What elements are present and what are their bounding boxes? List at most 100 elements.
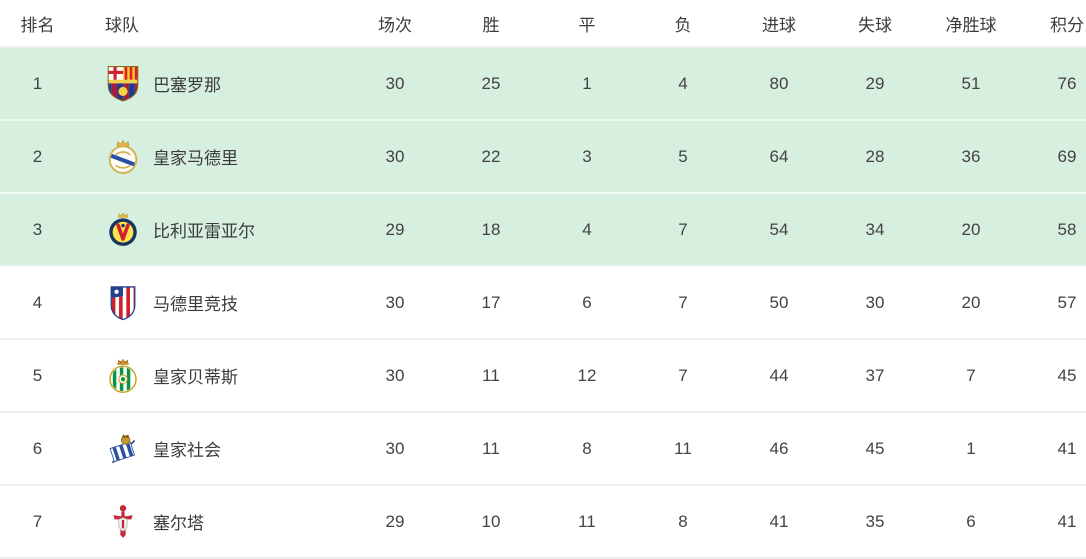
team-name: 皇家马德里 [153, 149, 238, 168]
column-header-rank: 排名 [0, 0, 75, 48]
draws-cell: 3 [539, 120, 635, 194]
draws-cell: 11 [539, 485, 635, 559]
goals-for-cell: 80 [731, 47, 827, 121]
goal-difference-cell: 51 [923, 47, 1019, 121]
header-row: 排名 球队 场次 胜 平 负 进球 失球 净胜球 积分 [0, 0, 1086, 48]
played-cell: 30 [347, 120, 443, 194]
wins-cell: 18 [443, 193, 539, 267]
team-name: 比利亚雷亚尔 [153, 222, 255, 241]
draws-cell: 8 [539, 412, 635, 486]
team-name: 巴塞罗那 [153, 76, 221, 95]
team-cell: 皇家马德里 [75, 138, 347, 176]
team-cell: 巴塞罗那 [75, 65, 347, 103]
celta-vigo-crest-icon [105, 503, 141, 541]
losses-cell: 4 [635, 47, 731, 121]
goals-against-cell: 37 [827, 339, 923, 413]
team-name: 塞尔塔 [153, 514, 204, 533]
column-header-team: 球队 [75, 0, 347, 48]
goals-for-cell: 50 [731, 266, 827, 340]
losses-cell: 11 [635, 412, 731, 486]
wins-cell: 17 [443, 266, 539, 340]
goals-for-cell: 46 [731, 412, 827, 486]
table-row-villarreal: 3 比利亚雷亚尔 [0, 193, 1086, 267]
column-header-points: 积分 [1019, 0, 1086, 48]
points-cell: 76 [1019, 47, 1086, 121]
points-cell: 58 [1019, 193, 1086, 267]
rank-cell: 7 [0, 485, 75, 559]
losses-cell: 5 [635, 120, 731, 194]
rank-cell: 1 [0, 47, 75, 121]
goal-difference-cell: 7 [923, 339, 1019, 413]
team-cell: 皇家贝蒂斯 [75, 357, 347, 395]
table-row-real-madrid: 2 [0, 120, 1086, 194]
goal-difference-cell: 20 [923, 193, 1019, 267]
real-betis-crest-icon [105, 357, 141, 395]
rank-cell: 2 [0, 120, 75, 194]
goals-against-cell: 45 [827, 412, 923, 486]
atletico-madrid-crest-icon [105, 284, 141, 322]
goals-against-cell: 35 [827, 485, 923, 559]
goals-for-cell: 44 [731, 339, 827, 413]
column-header-losses: 负 [635, 0, 731, 48]
goal-difference-cell: 20 [923, 266, 1019, 340]
team-cell: 塞尔塔 [75, 503, 347, 541]
column-header-goals-for: 进球 [731, 0, 827, 48]
team-cell: 皇家社会 [75, 430, 347, 468]
goals-against-cell: 30 [827, 266, 923, 340]
goals-against-cell: 29 [827, 47, 923, 121]
losses-cell: 7 [635, 339, 731, 413]
wins-cell: 11 [443, 339, 539, 413]
goal-difference-cell: 1 [923, 412, 1019, 486]
wins-cell: 11 [443, 412, 539, 486]
draws-cell: 1 [539, 47, 635, 121]
column-header-wins: 胜 [443, 0, 539, 48]
goal-difference-cell: 36 [923, 120, 1019, 194]
points-cell: 41 [1019, 485, 1086, 559]
column-header-goal-difference: 净胜球 [923, 0, 1019, 48]
played-cell: 30 [347, 339, 443, 413]
table-row-real-betis: 5 [0, 339, 1086, 413]
rank-cell: 3 [0, 193, 75, 267]
team-name: 皇家贝蒂斯 [153, 368, 238, 387]
losses-cell: 8 [635, 485, 731, 559]
wins-cell: 10 [443, 485, 539, 559]
team-cell: 马德里竞技 [75, 284, 347, 322]
draws-cell: 12 [539, 339, 635, 413]
played-cell: 30 [347, 47, 443, 121]
goals-against-cell: 28 [827, 120, 923, 194]
wins-cell: 25 [443, 47, 539, 121]
points-cell: 45 [1019, 339, 1086, 413]
column-header-goals-against: 失球 [827, 0, 923, 48]
played-cell: 29 [347, 485, 443, 559]
played-cell: 29 [347, 193, 443, 267]
losses-cell: 7 [635, 193, 731, 267]
real-madrid-crest-icon [105, 138, 141, 176]
wins-cell: 22 [443, 120, 539, 194]
villarreal-crest-icon [105, 211, 141, 249]
goals-for-cell: 64 [731, 120, 827, 194]
goals-for-cell: 54 [731, 193, 827, 267]
team-cell: 比利亚雷亚尔 [75, 211, 347, 249]
points-cell: 57 [1019, 266, 1086, 340]
losses-cell: 7 [635, 266, 731, 340]
team-name: 马德里竞技 [153, 295, 238, 314]
table-row-barcelona: 1 [0, 47, 1086, 121]
goals-against-cell: 34 [827, 193, 923, 267]
draws-cell: 6 [539, 266, 635, 340]
played-cell: 30 [347, 412, 443, 486]
barcelona-crest-icon [105, 65, 141, 103]
rank-cell: 4 [0, 266, 75, 340]
team-name: 皇家社会 [153, 441, 221, 460]
played-cell: 30 [347, 266, 443, 340]
table-row-real-sociedad: 6 [0, 412, 1086, 486]
table-row-celta-vigo: 7 塞尔塔 [0, 485, 1086, 559]
column-header-played: 场次 [347, 0, 443, 48]
rank-cell: 5 [0, 339, 75, 413]
table-row-atletico-madrid: 4 [0, 266, 1086, 340]
goal-difference-cell: 6 [923, 485, 1019, 559]
goals-for-cell: 41 [731, 485, 827, 559]
draws-cell: 4 [539, 193, 635, 267]
points-cell: 41 [1019, 412, 1086, 486]
